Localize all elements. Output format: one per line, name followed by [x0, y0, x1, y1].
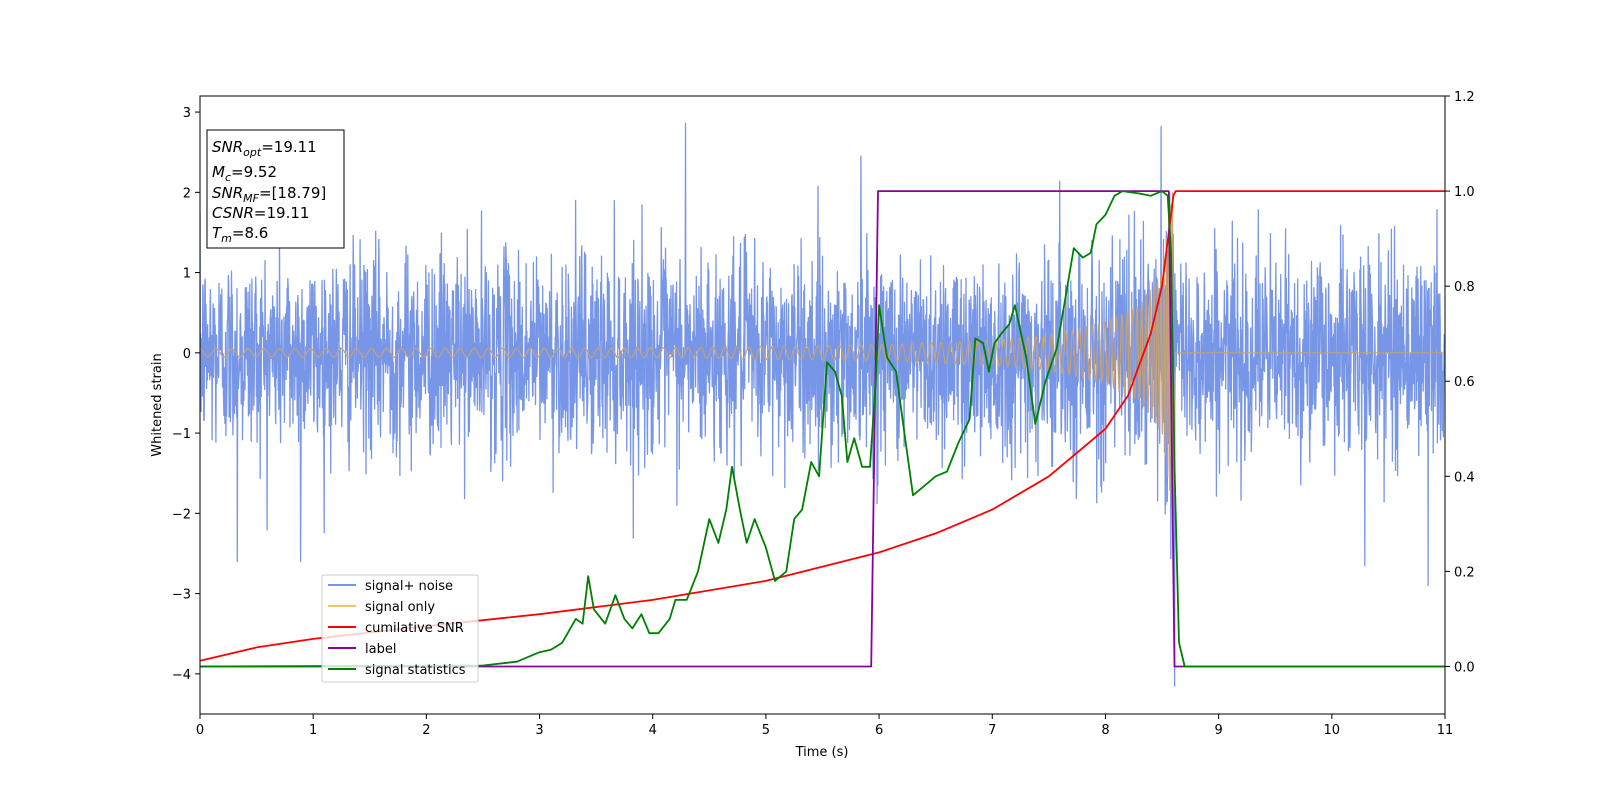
- y-left-tick-label: 0: [183, 347, 191, 362]
- x-tick-label: 4: [649, 723, 657, 738]
- info-snr-mf: SNRMF=[18.79]: [212, 184, 326, 205]
- legend-label-cumulative-snr: cumilative SNR: [365, 621, 464, 636]
- x-tick-label: 5: [762, 723, 770, 738]
- info-snr-opt: SNRopt=19.11: [212, 138, 317, 159]
- series-signal-statistics: [200, 190, 1445, 668]
- y-left-tick-label: 2: [183, 186, 191, 201]
- x-tick-label: 1: [309, 723, 317, 738]
- legend: signal+ noise signal only cumilative SNR…: [321, 574, 479, 683]
- series-signal-noise: [200, 122, 1445, 687]
- x-tick-label: 8: [1101, 723, 1109, 738]
- x-axis: 0 1 2 3 4 5 6 7 8 9 10 11: [196, 714, 1453, 738]
- y-right-tick-label: 0.6: [1454, 375, 1475, 390]
- series-signal-only: [200, 192, 1445, 519]
- y-right-tick-label: 0.4: [1454, 470, 1475, 485]
- x-tick-label: 11: [1437, 723, 1454, 738]
- x-tick-label: 6: [875, 723, 883, 738]
- legend-frame: [321, 574, 479, 683]
- info-box: SNRopt=19.11 Mc=9.52 SNRMF=[18.79] CSNR=…: [206, 129, 345, 249]
- y-axis-right: 0.0 0.2 0.4 0.6 0.8 1.0 1.2: [1445, 90, 1475, 675]
- y-left-tick-label: −4: [172, 668, 191, 683]
- y-left-tick-label: −3: [172, 588, 191, 603]
- x-tick-label: 0: [196, 723, 204, 738]
- plot-frame: [199, 95, 1446, 715]
- legend-label-signal-noise: signal+ noise: [365, 579, 453, 594]
- x-tick-label: 10: [1324, 723, 1341, 738]
- y-right-tick-label: 1.2: [1454, 90, 1475, 105]
- y-right-tick-label: 0.8: [1454, 280, 1475, 295]
- x-axis-title: Time (s): [795, 745, 849, 760]
- info-mc: Mc=9.52: [212, 163, 277, 184]
- y-left-tick-label: 3: [183, 106, 191, 121]
- info-tm: Tm=8.6: [212, 224, 268, 245]
- x-tick-label: 2: [422, 723, 430, 738]
- info-csnr: CSNR=19.11: [212, 204, 309, 222]
- x-tick-label: 3: [535, 723, 543, 738]
- x-tick-label: 9: [1214, 723, 1222, 738]
- y-axis-left: −4 −3 −2 −1 0 1 2 3: [172, 106, 200, 683]
- y-right-tick-label: 1.0: [1454, 185, 1475, 200]
- info-box-frame: [206, 129, 345, 249]
- y-right-tick-label: 0.0: [1454, 660, 1475, 675]
- y-left-tick-label: 1: [183, 267, 191, 282]
- y-axis-left-title: Whitened strain: [150, 353, 165, 456]
- y-left-tick-label: −2: [172, 507, 191, 522]
- legend-label-signal-statistics: signal statistics: [365, 663, 466, 678]
- y-left-tick-label: −1: [172, 427, 191, 442]
- legend-label-label: label: [365, 642, 396, 657]
- y-right-tick-label: 0.2: [1454, 565, 1475, 580]
- x-tick-label: 7: [988, 723, 996, 738]
- legend-label-signal-only: signal only: [365, 600, 435, 615]
